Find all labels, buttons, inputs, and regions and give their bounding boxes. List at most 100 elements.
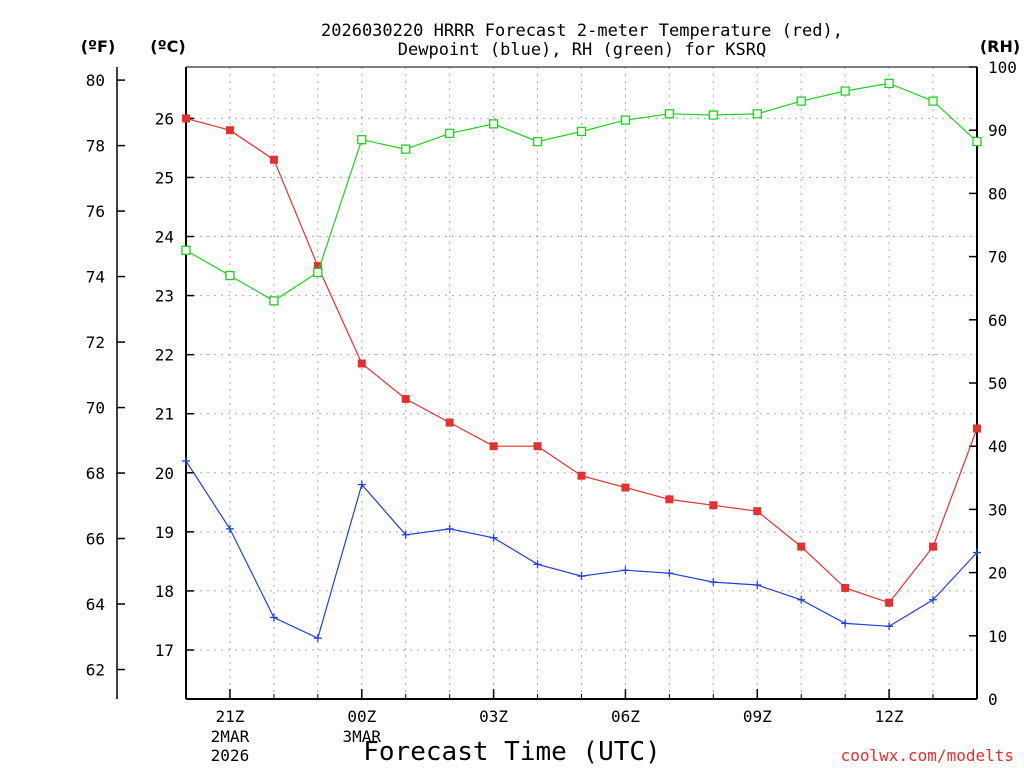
rh-unit-label: (RH): [980, 37, 1020, 56]
rh-point: [225, 270, 235, 281]
celsius-unit-label: (ºC): [150, 37, 185, 56]
celsius-tick-label: 26: [155, 109, 174, 128]
dewpoint-point: [577, 572, 586, 581]
x-tick-date: 3MAR: [343, 727, 382, 746]
temperature-series: [182, 114, 981, 607]
rh-point: [752, 109, 762, 119]
dewpoint-point: [225, 524, 234, 533]
celsius-tick-label: 20: [155, 464, 174, 483]
rh-point: [181, 245, 191, 255]
rh-point: [884, 78, 894, 89]
celsius-tick-label: 22: [155, 346, 174, 365]
temperature-point: [533, 442, 542, 451]
temperature-point: [797, 542, 806, 551]
rh-tick-label: 80: [988, 184, 1007, 203]
temperature-point: [357, 359, 366, 368]
temperature-point: [182, 114, 190, 123]
temperature-point: [709, 501, 718, 510]
fahrenheit-tick-label: 66: [86, 530, 105, 549]
temperature-point: [929, 542, 938, 551]
x-tick-label: 00Z: [347, 707, 376, 726]
x-tick-date: 2MAR: [211, 727, 250, 746]
dewpoint-point: [489, 533, 498, 542]
temperature-point: [445, 418, 454, 427]
temperature-point: [401, 394, 410, 403]
series-layer: [181, 78, 982, 643]
dewpoint-point: [885, 622, 894, 631]
rh-tick-label: 90: [988, 121, 1007, 140]
celsius-tick-label: 24: [155, 228, 174, 247]
temperature-point: [621, 483, 630, 492]
rh-point: [972, 136, 982, 147]
dewpoint-point: [753, 581, 762, 590]
rh-tick-label: 100: [988, 58, 1017, 77]
rh-point: [576, 126, 587, 137]
dewpoint-point: [445, 524, 454, 533]
chart-title-line2: Dewpoint (blue), RH (green) for KSRQ: [398, 40, 766, 60]
rh-point: [401, 144, 411, 154]
celsius-tick-label: 18: [155, 582, 174, 601]
rh-series: [181, 78, 982, 306]
rh-point: [928, 96, 938, 106]
rh-tick-label: 10: [988, 627, 1007, 646]
temperature-point: [885, 598, 894, 607]
fahrenheit-tick-label: 64: [86, 595, 105, 614]
rh-point: [796, 96, 806, 106]
dewpoint-point: [797, 595, 806, 604]
fahrenheit-tick-label: 74: [86, 268, 105, 287]
rh-point: [488, 119, 499, 129]
rh-point: [620, 115, 631, 125]
rh-point: [840, 86, 850, 96]
rh-tick-label: 70: [988, 248, 1007, 267]
temperature-point: [973, 424, 981, 433]
temperature-point: [225, 126, 234, 135]
temperature-point: [313, 262, 322, 271]
dewpoint-point: [929, 595, 938, 604]
rh-tick-label: 60: [988, 311, 1007, 330]
temperature-point: [269, 155, 278, 164]
x-tick-label: 21Z: [215, 707, 244, 726]
rh-point: [532, 136, 543, 147]
dewpoint-point: [709, 578, 718, 587]
x-tick-label: 12Z: [875, 707, 904, 726]
dewpoint-point: [313, 634, 322, 643]
fahrenheit-unit-label: (ºF): [81, 37, 116, 56]
x-tick-label: 06Z: [611, 707, 640, 726]
fahrenheit-tick-label: 70: [86, 399, 105, 418]
celsius-tick-label: 17: [155, 641, 174, 660]
celsius-tick-label: 23: [155, 287, 174, 306]
dewpoint-series: [182, 456, 981, 643]
x-tick-year: 2026: [211, 746, 250, 765]
dewpoint-point: [269, 613, 278, 622]
dewpoint-point: [841, 619, 850, 628]
fahrenheit-tick-label: 72: [86, 333, 105, 352]
rh-tick-label: 20: [988, 564, 1007, 583]
grid-lines: [186, 67, 977, 699]
dewpoint-point: [401, 530, 410, 539]
fahrenheit-tick-label: 78: [86, 137, 105, 156]
rh-point: [664, 109, 675, 119]
chart-title-line1: 2026030220 HRRR Forecast 2-meter Tempera…: [321, 21, 843, 41]
temperature-point: [665, 495, 674, 504]
dewpoint-point: [665, 569, 674, 578]
dewpoint-point: [357, 480, 366, 489]
x-tick-label: 03Z: [479, 707, 508, 726]
x-tick-label: 09Z: [743, 707, 772, 726]
axes: 17 18 19 20 21 22 23 24 25 26 62 64 66 68 70 72 74 76 78 80…: [86, 58, 1017, 765]
temperature-point: [577, 471, 586, 480]
rh-tick-label: 30: [988, 500, 1007, 519]
rh-point: [357, 135, 367, 145]
rh-tick-label: 50: [988, 374, 1007, 393]
celsius-tick-label: 25: [155, 168, 174, 187]
celsius-tick-label: 19: [155, 523, 174, 542]
rh-point: [313, 267, 323, 278]
credit-text: coolwx.com/modelts: [841, 746, 1014, 765]
rh-tick-label: 0: [988, 690, 998, 709]
fahrenheit-tick-label: 76: [86, 202, 105, 221]
rh-point: [708, 110, 718, 120]
dewpoint-point: [182, 456, 190, 465]
rh-point: [269, 296, 279, 306]
fahrenheit-tick-label: 62: [86, 661, 105, 680]
temperature-point: [753, 507, 762, 516]
